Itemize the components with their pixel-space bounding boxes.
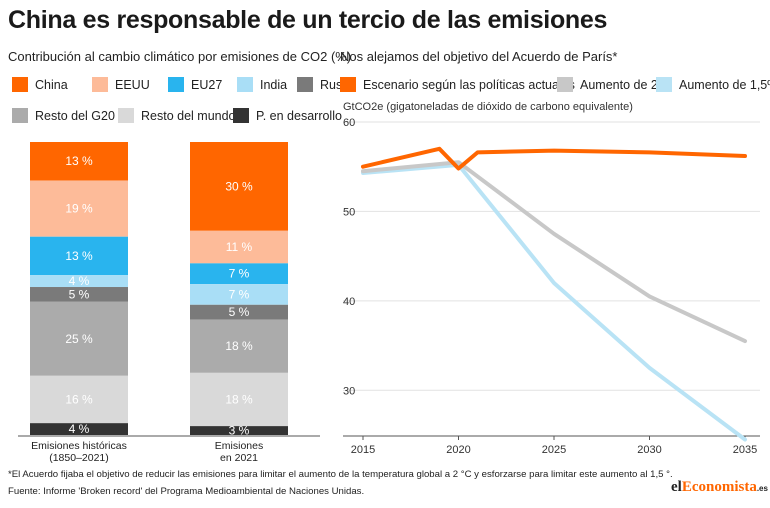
bar-value-label: 30 % bbox=[225, 179, 253, 193]
y-axis-unit-label: GtCO2e (gigatoneladas de dióxido de carb… bbox=[343, 101, 633, 113]
legend-swatch bbox=[233, 108, 249, 123]
bar-segment-resto-del-mundo bbox=[30, 375, 128, 424]
y-tick-label: 30 bbox=[343, 385, 355, 397]
bar-value-label: 11 % bbox=[226, 240, 253, 254]
bar-value-label: 13 % bbox=[65, 154, 93, 168]
legend-label: India bbox=[260, 77, 288, 92]
line-legend-item-escenario-segun-las-politicas-actuales: Escenario según las políticas actuales bbox=[340, 77, 575, 92]
bar-segment-eeuu bbox=[30, 180, 128, 237]
legend-swatch bbox=[118, 108, 134, 123]
legend-swatch bbox=[656, 77, 672, 92]
bar-category-label: Emisiones en 2021 bbox=[214, 440, 264, 464]
legend-item-eeuu: EEUU bbox=[92, 77, 150, 92]
bar-segment-eu27 bbox=[30, 236, 128, 276]
legend-label: Aumento de 2º bbox=[580, 77, 663, 92]
bar-segment-rusia bbox=[190, 304, 288, 320]
bar-value-label: 4 % bbox=[69, 274, 90, 288]
legend-swatch bbox=[92, 77, 108, 92]
bar-value-label: 18 % bbox=[225, 339, 253, 353]
bar-value-label: 13 % bbox=[65, 249, 93, 263]
logo-part-economista: Economista bbox=[681, 479, 757, 495]
x-tick-label: 2035 bbox=[733, 444, 757, 456]
x-tick-label: 2025 bbox=[542, 444, 566, 456]
legend-item-eu27: EU27 bbox=[168, 77, 222, 92]
legend-item-india: India bbox=[237, 77, 287, 92]
bar-value-label: 19 % bbox=[65, 202, 93, 216]
y-tick-label: 50 bbox=[343, 206, 355, 218]
bar-value-label: 25 % bbox=[65, 332, 93, 346]
legend-swatch bbox=[12, 77, 28, 92]
logo-part-es: .es bbox=[756, 484, 768, 493]
bar-value-label: 5 % bbox=[69, 287, 90, 301]
legend-swatch bbox=[168, 77, 184, 92]
legend-item-resto-del-mundo: Resto del mundo bbox=[118, 108, 236, 123]
bar-chart-title: Contribución al cambio climático por emi… bbox=[8, 49, 352, 64]
legend-item-resto-del-g20: Resto del G20 bbox=[12, 108, 115, 123]
line-legend-item-aumento-de-2: Aumento de 2º bbox=[557, 77, 662, 92]
logo-part-el: el bbox=[671, 479, 682, 495]
bar-value-label: 7 % bbox=[229, 267, 250, 281]
x-tick-label: 2015 bbox=[351, 444, 375, 456]
bar-segment-resto-del-g20 bbox=[30, 301, 128, 376]
series-line-escenario-segun-las-politicas-actuales bbox=[361, 146, 747, 171]
footnote: *El Acuerdo fijaba el objetivo de reduci… bbox=[8, 469, 673, 480]
legend-swatch bbox=[557, 77, 573, 92]
bar-category-label: Emisiones históricas (1850–2021) bbox=[31, 440, 127, 464]
x-tick-label: 2020 bbox=[446, 444, 470, 456]
bar-value-label: 18 % bbox=[225, 392, 253, 406]
legend-label: Resto del mundo bbox=[141, 108, 236, 123]
series-line-aumento-de-1-5 bbox=[361, 162, 747, 442]
legend-swatch bbox=[340, 77, 356, 92]
legend-item-china: China bbox=[12, 77, 68, 92]
bar-segment-p-en-desarrollo bbox=[30, 423, 128, 435]
line-legend-item-aumento-de-1-5: Aumento de 1,5º bbox=[656, 77, 770, 92]
series-line-aumento-de-2 bbox=[361, 160, 747, 344]
y-tick-label: 60 bbox=[343, 117, 355, 129]
bar-segment-resto-del-mundo bbox=[190, 372, 288, 427]
x-tick-label: 2030 bbox=[637, 444, 661, 456]
bar-segment-rusia bbox=[30, 287, 128, 302]
bar-segment-resto-del-g20 bbox=[190, 319, 288, 373]
legend-swatch bbox=[297, 77, 313, 92]
line-chart-title: Nos alejamos del objetivo del Acuerdo de… bbox=[340, 49, 618, 64]
bar-segment-india bbox=[30, 275, 128, 288]
legend-label: Resto del G20 bbox=[35, 108, 115, 123]
legend-label: Escenario según las políticas actuales bbox=[363, 77, 575, 92]
bar-segment-china bbox=[190, 142, 288, 231]
bar-segment-china bbox=[30, 142, 128, 181]
legend-label: P. en desarrollo bbox=[256, 108, 342, 123]
bar-value-label: 4 % bbox=[69, 422, 90, 436]
legend-swatch bbox=[12, 108, 28, 123]
y-tick-label: 40 bbox=[343, 296, 355, 308]
bar-value-label: 7 % bbox=[229, 287, 250, 301]
bar-segment-india bbox=[190, 284, 288, 305]
source-note: Fuente: Informe 'Broken record' del Prog… bbox=[8, 486, 365, 497]
page-title: China es responsable de un tercio de las… bbox=[8, 6, 608, 34]
publisher-logo[interactable]: elEconomista.es bbox=[671, 479, 768, 496]
bar-segment-eu27 bbox=[190, 263, 288, 285]
legend-label: Aumento de 1,5º bbox=[679, 77, 770, 92]
bar-value-label: 5 % bbox=[229, 305, 250, 319]
bar-value-label: 3 % bbox=[229, 424, 250, 438]
legend-swatch bbox=[237, 77, 253, 92]
legend-label: EU27 bbox=[191, 77, 223, 92]
legend-label: China bbox=[35, 77, 68, 92]
bar-segment-p-en-desarrollo bbox=[190, 426, 288, 435]
legend-label: EEUU bbox=[115, 77, 150, 92]
bar-value-label: 16 % bbox=[65, 392, 93, 406]
legend-item-p-en-desarrollo: P. en desarrollo bbox=[233, 108, 342, 123]
bar-segment-eeuu bbox=[190, 230, 288, 264]
